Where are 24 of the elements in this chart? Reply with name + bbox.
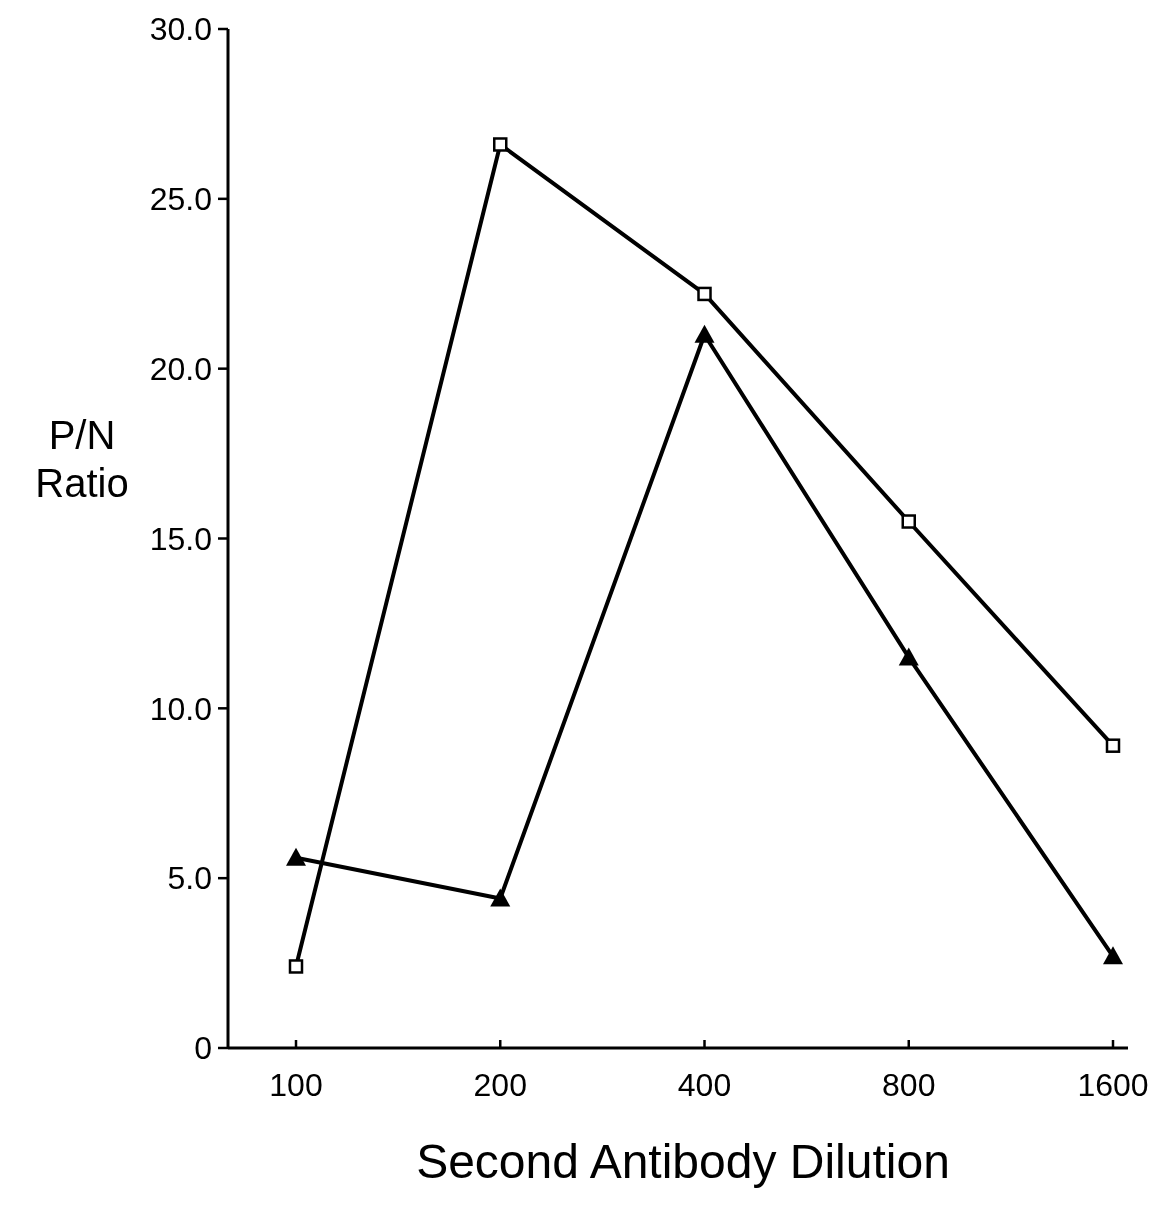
x-tick-label: 400	[677, 1067, 732, 1103]
x-tick-label: 100	[269, 1067, 323, 1103]
point	[901, 514, 916, 529]
point	[288, 959, 304, 974]
y-tick-label: 20.0	[149, 350, 212, 387]
x-tick-label: 1600	[1077, 1067, 1149, 1103]
point	[1103, 946, 1123, 965]
point	[490, 888, 511, 907]
y-tick-label: 30.0	[149, 11, 212, 48]
point	[694, 324, 715, 343]
y-tick-label: 25.0	[149, 181, 212, 218]
x-tick-label: 200	[473, 1067, 527, 1103]
x-tick-label: 800	[882, 1067, 936, 1103]
y-tick-label: 0	[194, 1030, 212, 1067]
point	[286, 847, 306, 866]
y-axis-title: P/N Ratio	[35, 413, 129, 505]
point	[697, 286, 712, 302]
y-tick-label: 10.0	[149, 690, 212, 727]
y-tick-label: 15.0	[149, 520, 212, 557]
point	[493, 137, 508, 152]
point	[1105, 738, 1121, 753]
x-axis-title: Second Antibody Dilution	[416, 1135, 950, 1188]
y-tick-label: 5.0	[167, 860, 212, 897]
point	[898, 647, 919, 666]
